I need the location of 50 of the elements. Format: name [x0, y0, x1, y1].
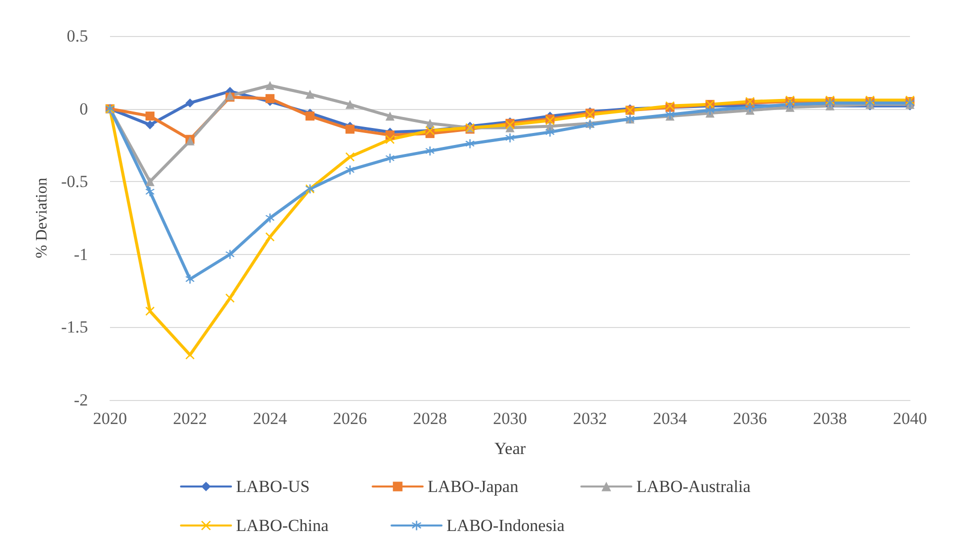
legend-label: LABO-China: [236, 516, 329, 535]
y-tick-label: -0.5: [61, 172, 88, 192]
x-tick-label: 2030: [493, 409, 527, 428]
x-tick-label: 2028: [413, 409, 447, 428]
point: [146, 177, 154, 186]
legend-label: LABO-Australia: [636, 477, 752, 496]
point: [346, 165, 354, 174]
point: [546, 128, 554, 137]
y-tick-label: -2: [74, 390, 88, 410]
point: [386, 154, 394, 163]
x-tick-label: 2034: [653, 409, 688, 428]
point: [306, 112, 314, 121]
point: [306, 90, 314, 99]
point: [226, 250, 234, 259]
x-tick-label: 2022: [173, 409, 207, 428]
point: [266, 81, 274, 90]
point: [346, 152, 354, 162]
y-tick-label: 0.5: [66, 26, 88, 46]
point: [146, 306, 154, 316]
legend-label: LABO-Indonesia: [446, 516, 566, 535]
point: [146, 187, 154, 196]
point: [266, 214, 274, 222]
point: [186, 350, 194, 360]
x-tick-label: 2024: [253, 409, 288, 428]
x-tick-label: 2032: [573, 409, 607, 428]
legend-label: LABO-Japan: [428, 477, 519, 496]
y-tick-label: 0: [80, 99, 88, 118]
point: [386, 112, 394, 121]
point: [146, 112, 154, 121]
point: [706, 106, 714, 115]
x-tick-label: 2026: [333, 409, 367, 428]
point: [266, 94, 274, 104]
point: [146, 120, 154, 130]
legend-label: LABO-US: [236, 477, 310, 496]
x-tick-label: 2036: [733, 409, 767, 428]
y-tick-label: -1: [74, 244, 88, 264]
y-tick-label: -1.5: [61, 318, 88, 337]
x-tick-label: 2040: [893, 409, 927, 428]
point: [386, 134, 394, 144]
point: [346, 124, 354, 134]
point: [346, 100, 354, 109]
point: [186, 98, 194, 108]
x-tick-label: 2020: [93, 409, 127, 428]
x-tick-label: 2038: [813, 409, 847, 428]
point: [186, 274, 194, 284]
x-axis-title: Year: [494, 439, 526, 458]
point: [466, 139, 474, 148]
point: [506, 133, 514, 142]
point: [426, 146, 434, 156]
y-axis-title: % Deviation: [34, 178, 51, 258]
